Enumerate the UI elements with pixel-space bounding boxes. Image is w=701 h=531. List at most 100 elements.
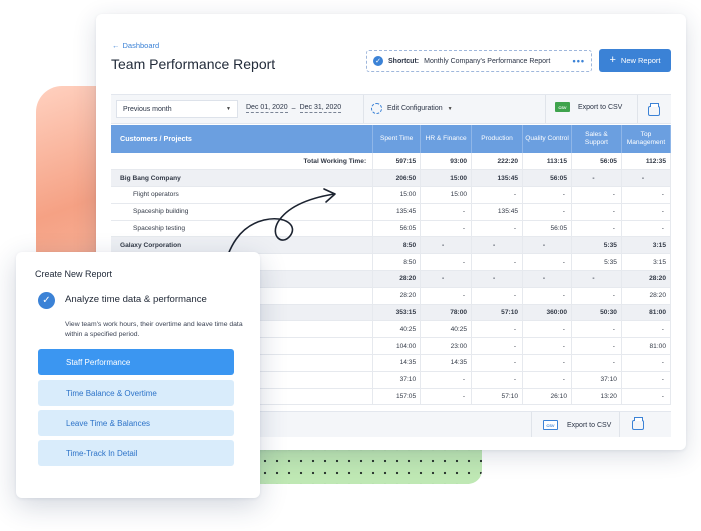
table-cell: 50:30 xyxy=(571,304,622,322)
table-cell: - xyxy=(471,253,524,272)
table-row[interactable]: Spaceship testing 56:05- -56:05- - xyxy=(111,220,672,238)
column-header[interactable]: HR & Finance xyxy=(420,125,473,153)
printer-icon[interactable] xyxy=(648,103,660,116)
table-cell: - xyxy=(420,371,473,389)
report-toolbar: Previous month ▼ Dec 01, 2020 – Dec 31, … xyxy=(111,94,671,124)
period-select-value: Previous month xyxy=(123,105,172,113)
option-staff-performance[interactable]: Staff Performance xyxy=(38,349,234,375)
table-cell: 3:15 xyxy=(621,253,672,272)
table-cell: - xyxy=(522,253,572,272)
table-cell: 37:10 xyxy=(571,371,622,389)
shortcut-value: Monthly Company's Performance Report xyxy=(424,57,551,65)
table-row[interactable]: Flight operators 15:00 15:00- - - - xyxy=(111,186,672,204)
table-cell: - xyxy=(522,203,572,221)
option-leave-time-balances[interactable]: Leave Time & Balances xyxy=(38,410,234,436)
column-header[interactable]: Quality Control xyxy=(522,125,572,153)
table-cell: - xyxy=(621,371,672,389)
column-header[interactable]: Sales & Support xyxy=(571,125,622,153)
table-cell: - xyxy=(471,220,524,238)
table-cell: 5:35 xyxy=(571,253,622,272)
row-label: Galaxy Corporation xyxy=(111,236,374,255)
table-cell: 26:10 xyxy=(522,388,572,406)
new-report-button[interactable]: + New Report xyxy=(599,49,671,72)
column-header[interactable]: Production xyxy=(471,125,524,153)
table-cell: 37:10 xyxy=(372,371,422,389)
edit-configuration-button[interactable]: Edit Configuration ▼ xyxy=(371,103,453,114)
option-time-track-detail[interactable]: Time-Track In Detail xyxy=(38,440,234,466)
table-cell: - xyxy=(420,287,473,305)
table-cell: - xyxy=(522,287,572,305)
table-cell: 81:00 xyxy=(621,304,672,322)
printer-button-bottom[interactable] xyxy=(632,417,644,430)
table-row[interactable]: 157:05-57:10 26:10 13:20- xyxy=(111,388,672,406)
table-cell: 15:00 xyxy=(420,169,473,188)
more-options-icon[interactable]: ••• xyxy=(572,56,585,66)
option-time-balance-overtime[interactable]: Time Balance & Overtime xyxy=(38,380,234,406)
table-cell: 8:50 xyxy=(372,253,422,272)
toolbar-divider xyxy=(363,95,364,123)
table-cell: - xyxy=(621,203,672,221)
table-cell: 157:05 xyxy=(372,388,422,406)
total-cell: 56:05 xyxy=(571,153,622,171)
table-cell: 3:15 xyxy=(621,236,672,255)
column-header[interactable]: Spent Time xyxy=(372,125,422,153)
table-cell: 56:05 xyxy=(522,169,572,188)
total-cell: 222:20 xyxy=(471,153,524,171)
table-cell: - xyxy=(621,320,672,339)
create-report-title: Create New Report xyxy=(35,269,113,279)
create-report-description: View team's work hours, their overtime a… xyxy=(65,321,243,338)
table-cell: 81:00 xyxy=(621,337,672,356)
table-cell: - xyxy=(522,270,572,288)
csv-file-icon: CSV xyxy=(555,102,570,112)
table-group-row[interactable]: Galaxy Corporation 8:50- - -5:35 3:15 xyxy=(111,236,672,255)
table-cell: - xyxy=(420,253,473,272)
shortcut-selector[interactable]: ✓ Shortcut: Monthly Company's Performanc… xyxy=(366,50,592,72)
table-cell: - xyxy=(621,354,672,372)
shortcut-label: Shortcut: xyxy=(388,57,420,65)
table-cell: - xyxy=(522,354,572,372)
table-cell: - xyxy=(471,186,524,204)
column-header[interactable]: Customers / Projects xyxy=(111,125,374,153)
table-cell: - xyxy=(571,186,622,204)
table-cell: - xyxy=(571,220,622,238)
export-csv-label: Export to CSV xyxy=(567,421,612,429)
table-cell: 57:10 xyxy=(471,388,524,406)
table-cell: 78:00 xyxy=(420,304,473,322)
row-label: Flight operators xyxy=(111,186,374,204)
column-header[interactable]: Top Management xyxy=(621,125,672,153)
table-group-row[interactable]: Big Bang Company 206:50 15:00 135:45 56:05- - xyxy=(111,169,672,188)
table-cell: - xyxy=(571,354,622,372)
caret-down-icon: ▼ xyxy=(226,106,231,112)
gear-icon xyxy=(371,103,382,114)
table-cell: - xyxy=(471,354,524,372)
export-csv-button-bottom[interactable]: CSV Export to CSV xyxy=(543,420,611,430)
row-label: Spaceship testing xyxy=(111,220,374,238)
curved-arrow-icon xyxy=(221,188,336,277)
arrow-left-icon: ← xyxy=(112,41,120,50)
table-cell: - xyxy=(471,270,524,288)
table-cell: 15:00 xyxy=(372,186,422,204)
table-cell: - xyxy=(420,236,473,255)
table-cell: - xyxy=(522,337,572,356)
date-from-field[interactable]: Dec 01, 2020 xyxy=(246,104,288,113)
table-cell: - xyxy=(420,220,473,238)
toolbar-divider xyxy=(545,95,546,123)
footer-divider xyxy=(531,412,532,437)
table-row[interactable]: Spaceship building 135:45-135:45- - - xyxy=(111,203,672,221)
check-circle-icon: ✓ xyxy=(38,292,55,309)
table-cell: 28:20 xyxy=(621,287,672,305)
dashboard-back-link[interactable]: ← Dashboard xyxy=(112,41,159,50)
table-header-row: Customers / Projects Spent Time HR & Fin… xyxy=(111,125,672,153)
total-row: Total Working Time: 597:15 93:00 222:20 … xyxy=(111,153,672,171)
period-select[interactable]: Previous month ▼ xyxy=(116,100,238,118)
total-label: Total Working Time: xyxy=(111,153,374,171)
table-cell: 15:00 xyxy=(420,186,473,204)
caret-down-icon: ▼ xyxy=(447,105,453,112)
table-cell: 28:20 xyxy=(372,270,422,288)
table-cell: 28:20 xyxy=(621,270,672,288)
date-to-field[interactable]: Dec 31, 2020 xyxy=(299,104,342,113)
table-cell: 56:05 xyxy=(522,220,572,238)
export-csv-button[interactable]: CSV Export to CSV xyxy=(555,102,622,112)
plus-icon: + xyxy=(609,54,616,66)
date-range: Dec 01, 2020 – Dec 31, 2020 xyxy=(246,104,342,113)
